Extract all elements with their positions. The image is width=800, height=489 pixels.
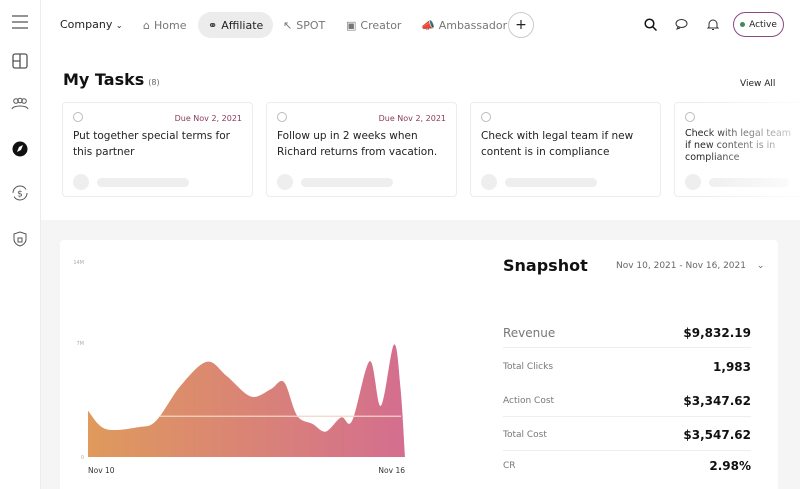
nav-ambassador[interactable]: 📣 Ambassador bbox=[411, 12, 517, 38]
metric-value: $9,832.19 bbox=[683, 325, 751, 340]
svg-text:$: $ bbox=[17, 190, 23, 200]
date-range-dropdown[interactable]: Nov 10, 2021 - Nov 16, 2021 ⌄ bbox=[616, 261, 764, 271]
creator-icon: ▣ bbox=[346, 18, 357, 32]
metric-row: Revenue $9,832.19 bbox=[503, 318, 751, 348]
y-tick-label: 14M bbox=[73, 260, 84, 266]
megaphone-icon: 📣 bbox=[421, 18, 435, 32]
top-bar: Company ⌄ ⌂ Home ⚭ Affiliate ↖ SPOT ▣ Creato… bbox=[41, 0, 800, 50]
status-badge[interactable]: Active bbox=[733, 12, 784, 37]
metric-value: 2.98% bbox=[709, 459, 751, 473]
nav-affiliate[interactable]: ⚭ Affiliate bbox=[198, 12, 274, 38]
task-checkbox[interactable] bbox=[277, 112, 287, 122]
metric-value: $3,347.62 bbox=[683, 393, 751, 408]
task-checkbox[interactable] bbox=[73, 112, 83, 122]
metric-label: Total Cost bbox=[503, 429, 547, 440]
affiliate-icon: ⚭ bbox=[208, 18, 218, 32]
avatar-placeholder bbox=[685, 174, 701, 190]
bell-icon[interactable] bbox=[705, 16, 721, 32]
metric-row: Action Cost $3,347.62 bbox=[503, 385, 751, 417]
metric-row: Total Cost $3,547.62 bbox=[503, 419, 751, 451]
cursor-icon: ↖ bbox=[283, 18, 293, 32]
nav-label: Creator bbox=[360, 18, 402, 32]
people-icon[interactable] bbox=[10, 94, 30, 114]
nav-creator[interactable]: ▣ Creator bbox=[336, 12, 411, 38]
x-tick-label: Nov 16 bbox=[378, 466, 405, 475]
layout-icon[interactable] bbox=[10, 51, 30, 71]
add-button[interactable]: + bbox=[508, 12, 534, 38]
task-text: Check with legal team if new content is … bbox=[481, 130, 634, 158]
chevron-down-icon: ⌄ bbox=[115, 21, 123, 30]
chevron-down-icon: ⌄ bbox=[756, 261, 765, 271]
revenue-chart: 0 7M 14M Nov 10 Nov 16 bbox=[73, 260, 405, 475]
revenue-area bbox=[88, 344, 405, 457]
avatar-placeholder bbox=[73, 174, 89, 190]
status-dot bbox=[740, 22, 746, 27]
scroll-fade bbox=[700, 100, 800, 200]
nav-label: Affiliate bbox=[221, 18, 264, 32]
nav-spot[interactable]: ↖ SPOT bbox=[273, 12, 335, 38]
metric-row: Total Clicks 1,983 bbox=[503, 352, 751, 382]
snapshot-title: Snapshot bbox=[503, 256, 588, 275]
assignee-placeholder bbox=[301, 178, 393, 187]
task-card[interactable]: Due Nov 2, 2021 Put together special ter… bbox=[62, 102, 253, 197]
task-due-date: Due Nov 2, 2021 bbox=[174, 114, 242, 123]
task-card[interactable]: Due Nov 2, 2021 Follow up in 2 weeks whe… bbox=[266, 102, 457, 197]
avatar-placeholder bbox=[277, 174, 293, 190]
nav-home[interactable]: ⌂ Home bbox=[133, 12, 196, 38]
sidebar: $ bbox=[0, 0, 41, 489]
nav-label: SPOT bbox=[296, 18, 326, 32]
task-text: Put together special terms for this part… bbox=[73, 130, 230, 158]
avatar-placeholder bbox=[481, 174, 497, 190]
tasks-title-text: My Tasks bbox=[63, 70, 145, 89]
view-all-link[interactable]: View All bbox=[740, 79, 776, 89]
tasks-count: (8) bbox=[148, 78, 160, 87]
metric-label: CR bbox=[503, 461, 516, 471]
nav-label: Home bbox=[153, 18, 187, 32]
task-text: Follow up in 2 weeks when Richard return… bbox=[277, 130, 438, 158]
task-checkbox[interactable] bbox=[481, 112, 491, 122]
x-tick-label: Nov 10 bbox=[88, 466, 115, 475]
y-tick-label: 7M bbox=[77, 341, 85, 347]
home-icon: ⌂ bbox=[143, 18, 150, 32]
task-card[interactable]: Check with legal team if new content is … bbox=[470, 102, 661, 197]
assignee-placeholder bbox=[97, 178, 189, 187]
nav-label: Ambassador bbox=[438, 18, 508, 32]
dollar-cycle-icon[interactable]: $ bbox=[10, 183, 30, 203]
date-range-label: Nov 10, 2021 - Nov 16, 2021 bbox=[616, 261, 746, 271]
metric-row: CR 2.98% bbox=[503, 452, 751, 480]
metric-label: Total Clicks bbox=[503, 362, 554, 372]
shield-icon[interactable] bbox=[10, 229, 30, 249]
company-dropdown[interactable]: Company ⌄ bbox=[60, 18, 123, 31]
assignee-placeholder bbox=[505, 178, 597, 187]
metric-value: $3,547.62 bbox=[683, 427, 751, 442]
y-tick-label: 0 bbox=[81, 455, 84, 461]
task-checkbox[interactable] bbox=[685, 112, 695, 122]
chat-icon[interactable] bbox=[673, 16, 689, 32]
company-label: Company bbox=[60, 18, 113, 31]
metric-value: 1,983 bbox=[713, 360, 751, 374]
task-due-date: Due Nov 2, 2021 bbox=[378, 114, 446, 123]
metric-label: Action Cost bbox=[503, 395, 555, 406]
compass-icon[interactable] bbox=[10, 139, 30, 159]
tasks-title: My Tasks (8) bbox=[63, 70, 160, 89]
search-icon[interactable] bbox=[642, 16, 658, 32]
menu-icon[interactable] bbox=[10, 12, 30, 32]
metric-label: Revenue bbox=[503, 325, 556, 340]
status-label: Active bbox=[749, 19, 777, 30]
